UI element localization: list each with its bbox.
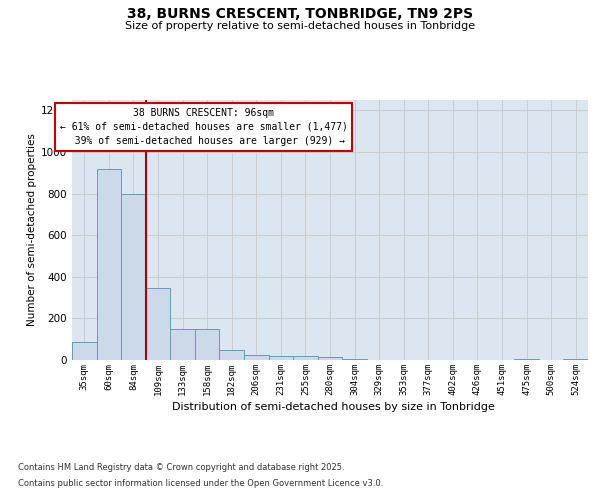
Bar: [97, 168, 121, 360]
Text: Contains public sector information licensed under the Open Government Licence v3: Contains public sector information licen…: [18, 478, 383, 488]
Y-axis label: Number of semi-detached properties: Number of semi-detached properties: [27, 134, 37, 326]
Text: Contains HM Land Registry data © Crown copyright and database right 2025.: Contains HM Land Registry data © Crown c…: [18, 464, 344, 472]
Bar: [269, 356, 293, 360]
Bar: [244, 355, 269, 360]
Bar: [170, 329, 195, 360]
Text: Size of property relative to semi-detached houses in Tonbridge: Size of property relative to semi-detach…: [125, 21, 475, 31]
Bar: [514, 359, 539, 360]
Bar: [563, 359, 588, 360]
Bar: [146, 288, 170, 360]
Text: 38, BURNS CRESCENT, TONBRIDGE, TN9 2PS: 38, BURNS CRESCENT, TONBRIDGE, TN9 2PS: [127, 8, 473, 22]
Text: Distribution of semi-detached houses by size in Tonbridge: Distribution of semi-detached houses by …: [172, 402, 494, 412]
Bar: [318, 357, 342, 360]
Bar: [121, 194, 146, 360]
Bar: [72, 342, 97, 360]
Bar: [220, 350, 244, 360]
Bar: [195, 329, 220, 360]
Text: 38 BURNS CRESCENT: 96sqm
← 61% of semi-detached houses are smaller (1,477)
  39%: 38 BURNS CRESCENT: 96sqm ← 61% of semi-d…: [59, 108, 347, 146]
Bar: [342, 359, 367, 360]
Bar: [293, 356, 318, 360]
